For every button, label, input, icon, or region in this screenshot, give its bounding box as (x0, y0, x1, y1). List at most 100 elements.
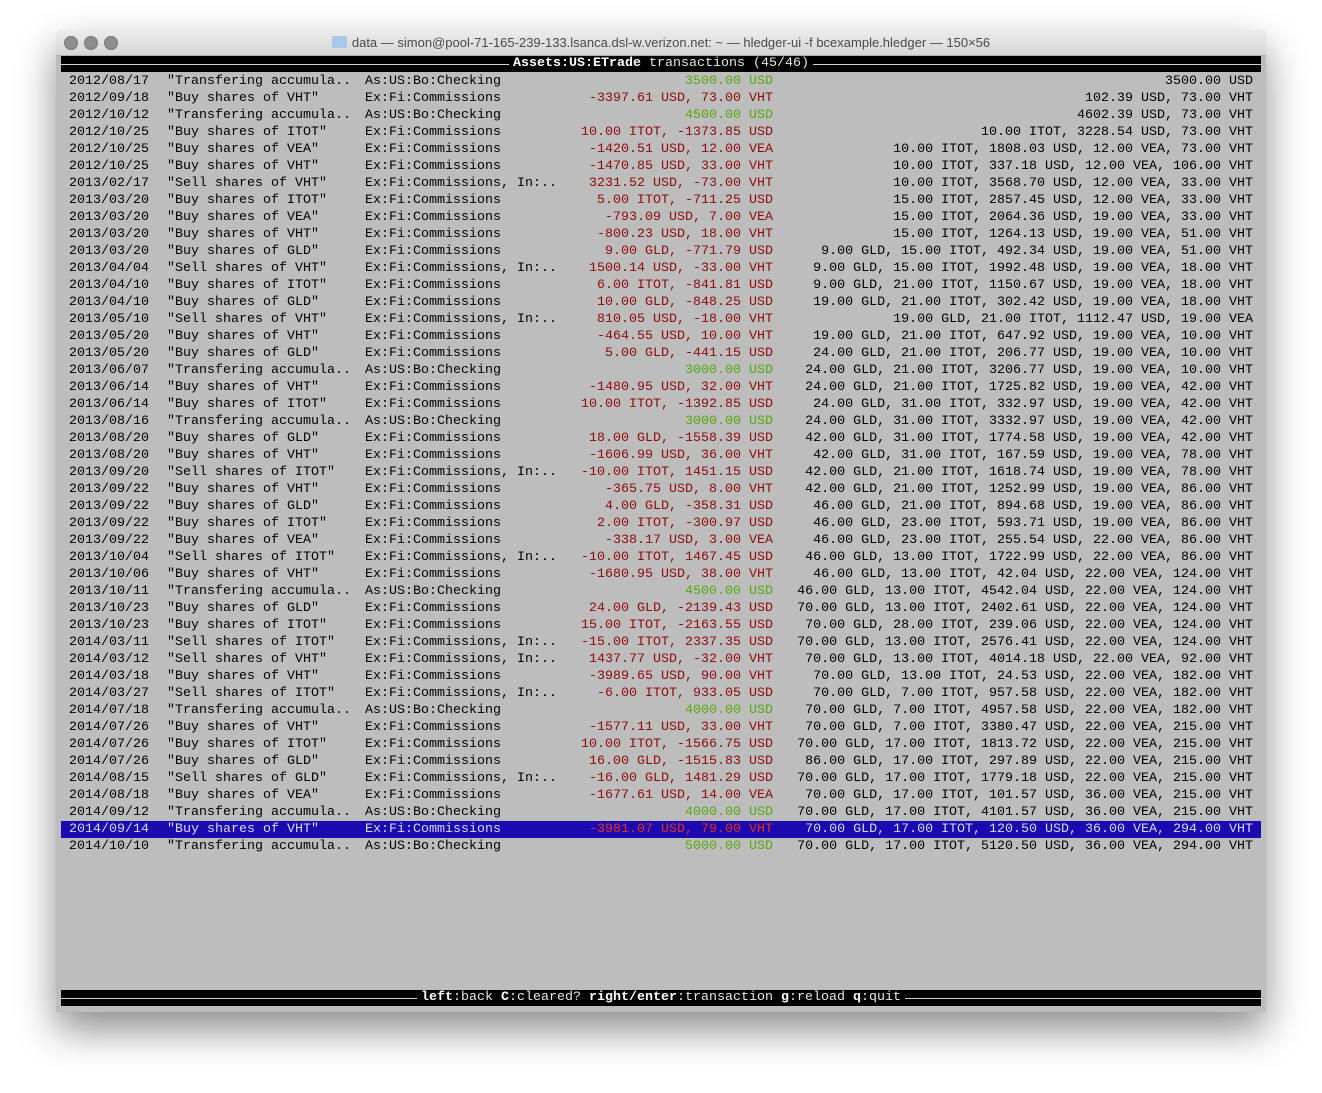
transaction-row[interactable]: 2014/08/15 "Sell shares of GLD" Ex:Fi:Comm… (61, 770, 1261, 787)
description-cell: "Buy shares of VHT" (167, 482, 319, 497)
balance-cell: 3500.00 USD (1165, 74, 1253, 89)
zoom-button[interactable] (104, 36, 118, 50)
transaction-row[interactable]: 2012/10/25 "Buy shares of VHT" Ex:Fi:Commi… (61, 158, 1261, 175)
description-cell: "Sell shares of VHT" (167, 261, 327, 276)
date-cell: 2014/09/12 (69, 805, 149, 820)
balance-cell: 9.00 GLD, 21.00 ITOT, 1150.67 USD, 19.00… (813, 278, 1253, 293)
transaction-row[interactable]: 2014/09/12 "Transfering accumula.. As:US:B… (61, 804, 1261, 821)
header-suffix: transactions (45/46) (649, 56, 809, 71)
transaction-row[interactable]: 2013/02/17 "Sell shares of VHT" Ex:Fi:Comm… (61, 175, 1261, 192)
description-cell: "Buy shares of ITOT" (167, 125, 327, 140)
transaction-row[interactable]: 2012/08/17 "Transfering accumula.. As:US:B… (61, 73, 1261, 90)
balance-cell: 70.00 GLD, 7.00 ITOT, 957.58 USD, 22.00 … (813, 686, 1253, 701)
account-cell: Ex:Fi:Commissions (365, 91, 501, 106)
transaction-row[interactable]: 2014/07/26 "Buy shares of VHT" Ex:Fi:Commi… (61, 719, 1261, 736)
transaction-row[interactable]: 2013/03/20 "Buy shares of GLD" Ex:Fi:Commi… (61, 243, 1261, 260)
transaction-row[interactable]: 2013/08/20 "Buy shares of VHT" Ex:Fi:Commi… (61, 447, 1261, 464)
transaction-row[interactable]: 2013/10/04 "Sell shares of ITOT" Ex:Fi:Com… (61, 549, 1261, 566)
transaction-row[interactable]: 2013/03/20 "Buy shares of VHT" Ex:Fi:Commi… (61, 226, 1261, 243)
transaction-row[interactable]: 2013/10/11 "Transfering accumula.. As:US:B… (61, 583, 1261, 600)
account-cell: Ex:Fi:Commissions (365, 618, 501, 633)
transaction-row[interactable]: 2014/03/27 "Sell shares of ITOT" Ex:Fi:Com… (61, 685, 1261, 702)
transaction-row[interactable]: 2013/06/14 "Buy shares of VHT" Ex:Fi:Commi… (61, 379, 1261, 396)
amount-cell: 16.00 GLD, -1515.83 USD (589, 754, 773, 769)
account-cell: Ex:Fi:Commissions, In:.. (365, 465, 557, 480)
transaction-row[interactable]: 2013/05/20 "Buy shares of VHT" Ex:Fi:Commi… (61, 328, 1261, 345)
account-cell: Ex:Fi:Commissions (365, 499, 501, 514)
amount-cell: 10.00 ITOT, -1392.85 USD (581, 397, 773, 412)
transaction-row[interactable]: 2012/10/25 "Buy shares of ITOT" Ex:Fi:Comm… (61, 124, 1261, 141)
date-cell: 2013/04/10 (69, 278, 149, 293)
transaction-row[interactable]: 2013/03/20 "Buy shares of VEA" Ex:Fi:Commi… (61, 209, 1261, 226)
transaction-row[interactable]: 2013/09/22 "Buy shares of VEA" Ex:Fi:Commi… (61, 532, 1261, 549)
title-bar: data — simon@pool-71-165-239-133.lsanca.… (56, 30, 1266, 56)
date-cell: 2013/03/20 (69, 193, 149, 208)
description-cell: "Buy shares of VHT" (167, 159, 319, 174)
amount-cell: -3989.65 USD, 90.00 VHT (589, 669, 773, 684)
transaction-row[interactable]: 2013/09/20 "Sell shares of ITOT" Ex:Fi:Com… (61, 464, 1261, 481)
amount-cell: 1437.77 USD, -32.00 VHT (589, 652, 773, 667)
transaction-row[interactable]: 2014/07/26 "Buy shares of GLD" Ex:Fi:Commi… (61, 753, 1261, 770)
account-cell: Ex:Fi:Commissions (365, 329, 501, 344)
transaction-row[interactable]: 2013/04/10 "Buy shares of ITOT" Ex:Fi:Comm… (61, 277, 1261, 294)
transaction-row[interactable]: 2013/05/20 "Buy shares of GLD" Ex:Fi:Commi… (61, 345, 1261, 362)
transaction-row[interactable]: 2012/10/12 "Transfering accumula.. As:US:B… (61, 107, 1261, 124)
transaction-row[interactable]: 2013/05/10 "Sell shares of VHT" Ex:Fi:Comm… (61, 311, 1261, 328)
description-cell: "Sell shares of VHT" (167, 176, 327, 191)
transaction-row[interactable]: 2013/03/20 "Buy shares of ITOT" Ex:Fi:Comm… (61, 192, 1261, 209)
account-cell: Ex:Fi:Commissions (365, 193, 501, 208)
transaction-row[interactable]: 2013/10/06 "Buy shares of VHT" Ex:Fi:Commi… (61, 566, 1261, 583)
account-cell: Ex:Fi:Commissions, In:.. (365, 312, 557, 327)
balance-cell: 24.00 GLD, 31.00 ITOT, 332.97 USD, 19.00… (813, 397, 1253, 412)
transaction-row[interactable]: 2013/09/22 "Buy shares of ITOT" Ex:Fi:Comm… (61, 515, 1261, 532)
transaction-row-selected[interactable]: 2014/09/14 "Buy shares of VHT" Ex:Fi:Commi… (61, 821, 1261, 838)
transaction-row[interactable]: 2013/08/20 "Buy shares of GLD" Ex:Fi:Commi… (61, 430, 1261, 447)
transaction-row[interactable]: 2013/10/23 "Buy shares of GLD" Ex:Fi:Commi… (61, 600, 1261, 617)
transaction-row[interactable]: 2013/09/22 "Buy shares of GLD" Ex:Fi:Commi… (61, 498, 1261, 515)
minimize-button[interactable] (84, 36, 98, 50)
transaction-row[interactable]: 2014/03/12 "Sell shares of VHT" Ex:Fi:Comm… (61, 651, 1261, 668)
description-cell: "Transfering accumula.. (167, 363, 351, 378)
balance-cell: 70.00 GLD, 7.00 ITOT, 3380.47 USD, 22.00… (805, 720, 1253, 735)
date-cell: 2014/07/18 (69, 703, 149, 718)
amount-cell: -1480.95 USD, 32.00 VHT (589, 380, 773, 395)
transaction-row[interactable]: 2014/08/18 "Buy shares of VEA" Ex:Fi:Commi… (61, 787, 1261, 804)
account-cell: Ex:Fi:Commissions (365, 533, 501, 548)
key-left: left (421, 990, 454, 1005)
description-cell: "Buy shares of GLD" (167, 499, 319, 514)
amount-cell: 4000.00 USD (685, 805, 773, 820)
transaction-list[interactable]: 2012/08/17 "Transfering accumula.. As:US:B… (61, 73, 1261, 855)
amount-cell: 3231.52 USD, -73.00 VHT (589, 176, 773, 191)
transaction-row[interactable]: 2014/03/18 "Buy shares of VHT" Ex:Fi:Commi… (61, 668, 1261, 685)
transaction-row[interactable]: 2013/06/14 "Buy shares of ITOT" Ex:Fi:Comm… (61, 396, 1261, 413)
transaction-row[interactable]: 2012/09/18 "Buy shares of VHT" Ex:Fi:Commi… (61, 90, 1261, 107)
transaction-row[interactable]: 2014/03/11 "Sell shares of ITOT" Ex:Fi:Com… (61, 634, 1261, 651)
balance-cell: 70.00 GLD, 13.00 ITOT, 2576.41 USD, 22.0… (797, 635, 1253, 650)
balance-cell: 70.00 GLD, 17.00 ITOT, 4101.57 USD, 36.0… (797, 805, 1253, 820)
balance-cell: 19.00 GLD, 21.00 ITOT, 647.92 USD, 19.00… (813, 329, 1253, 344)
transaction-row[interactable]: 2014/07/26 "Buy shares of ITOT" Ex:Fi:Comm… (61, 736, 1261, 753)
transaction-row[interactable]: 2012/10/25 "Buy shares of VEA" Ex:Fi:Commi… (61, 141, 1261, 158)
transaction-row[interactable]: 2013/04/04 "Sell shares of VHT" Ex:Fi:Comm… (61, 260, 1261, 277)
description-cell: "Transfering accumula.. (167, 839, 351, 854)
transaction-row[interactable]: 2013/08/16 "Transfering accumula.. As:US:B… (61, 413, 1261, 430)
transaction-row[interactable]: 2013/09/22 "Buy shares of VHT" Ex:Fi:Commi… (61, 481, 1261, 498)
description-cell: "Buy shares of VEA" (167, 788, 319, 803)
account-cell: Ex:Fi:Commissions (365, 754, 501, 769)
date-cell: 2012/10/25 (69, 125, 149, 140)
amount-cell: 9.00 GLD, -771.79 USD (605, 244, 773, 259)
close-button[interactable] (64, 36, 78, 50)
amount-cell: 4000.00 USD (685, 703, 773, 718)
transaction-row[interactable]: 2014/07/18 "Transfering accumula.. As:US:B… (61, 702, 1261, 719)
transaction-row[interactable]: 2013/06/07 "Transfering accumula.. As:US:B… (61, 362, 1261, 379)
transaction-row[interactable]: 2014/10/10 "Transfering accumula.. As:US:B… (61, 838, 1261, 855)
description-cell: "Buy shares of ITOT" (167, 193, 327, 208)
transaction-row[interactable]: 2013/10/23 "Buy shares of ITOT" Ex:Fi:Comm… (61, 617, 1261, 634)
balance-cell: 24.00 GLD, 21.00 ITOT, 3206.77 USD, 19.0… (805, 363, 1253, 378)
key-reload-desc: :reload (788, 990, 853, 1005)
balance-cell: 70.00 GLD, 17.00 ITOT, 1813.72 USD, 22.0… (797, 737, 1253, 752)
key-right-enter: right/enter (589, 990, 677, 1005)
description-cell: "Transfering accumula.. (167, 414, 351, 429)
description-cell: "Sell shares of GLD" (167, 771, 327, 786)
transaction-row[interactable]: 2013/04/10 "Buy shares of GLD" Ex:Fi:Commi… (61, 294, 1261, 311)
